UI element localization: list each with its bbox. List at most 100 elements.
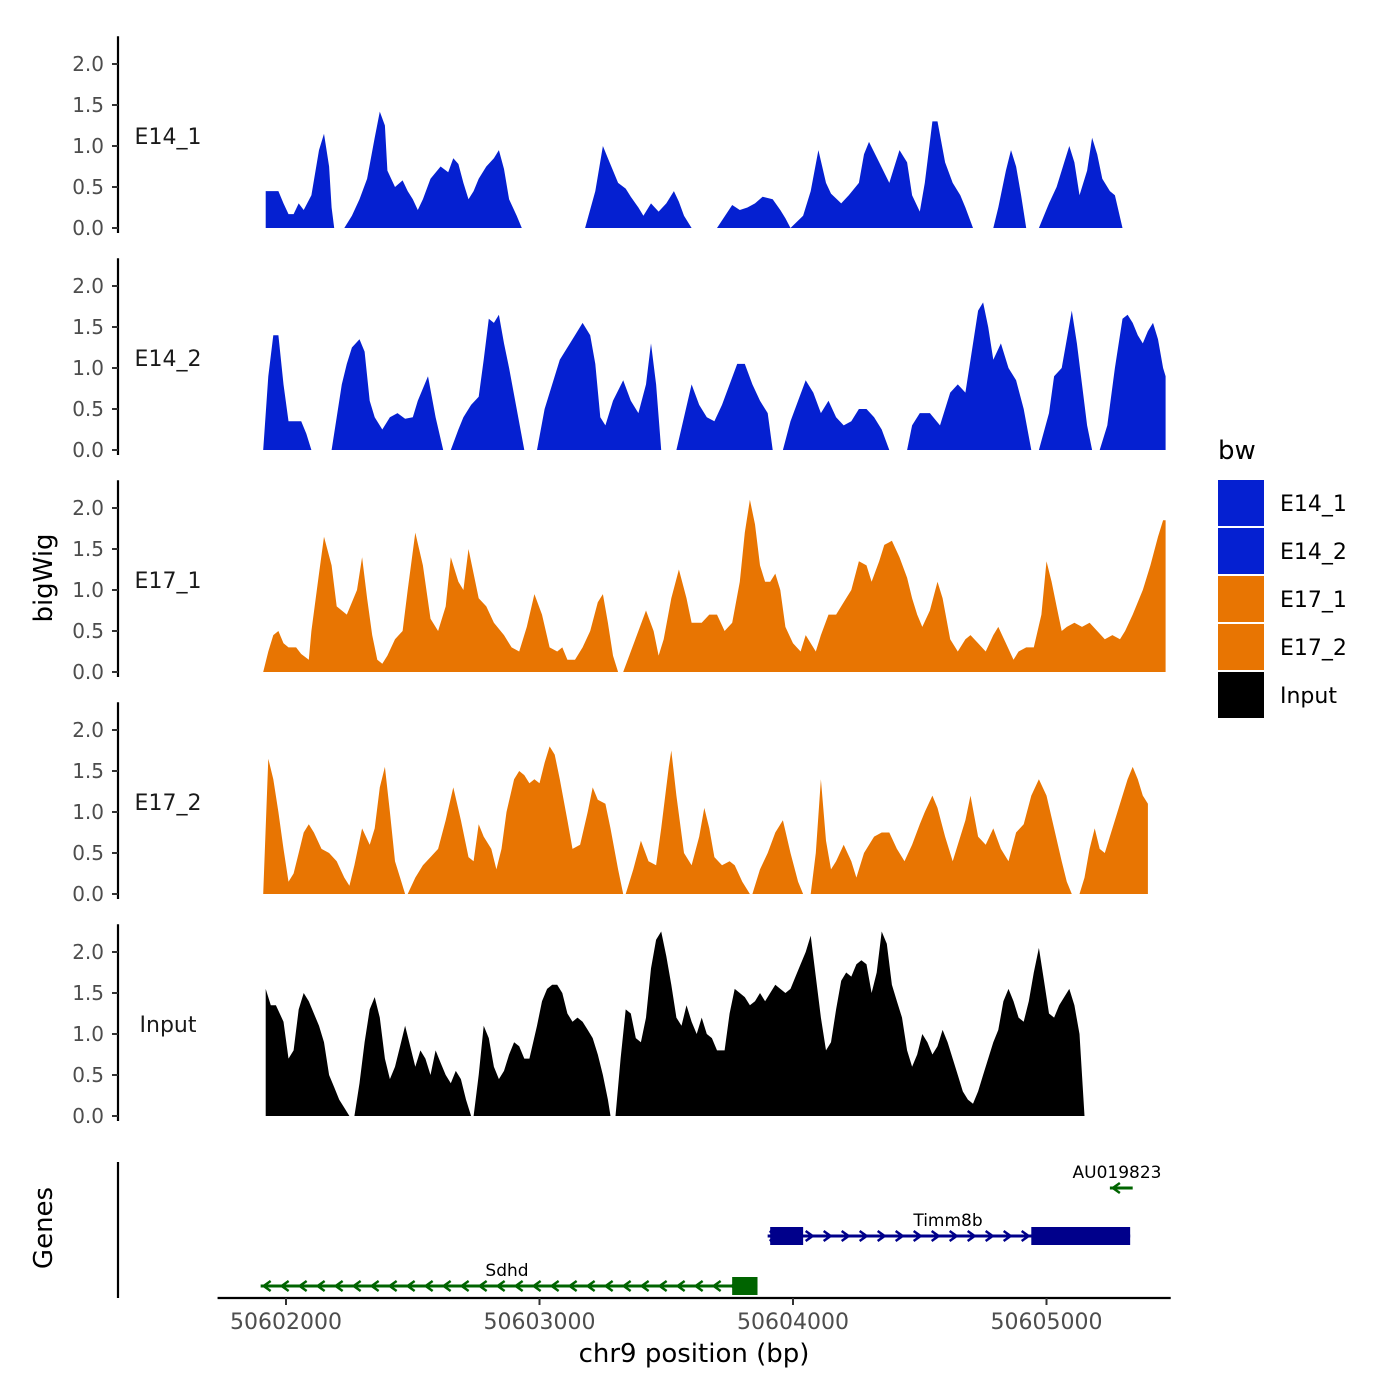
legend-label-E14_2: E14_2 — [1280, 540, 1347, 565]
x-tick-label-0: 50602000 — [230, 1310, 342, 1335]
strand-arrow-Timm8b — [966, 1229, 977, 1243]
strand-arrow-Sdhd — [513, 1279, 524, 1293]
y-tick-label-E17_1-3: 1.5 — [72, 537, 104, 561]
track-Input: 0.0 0.5 1.0 1.5 2.0 Input — [72, 924, 1085, 1128]
y-axis-title: bigWig — [29, 533, 59, 622]
y-tick-label-E14_2-0: 0.0 — [72, 438, 104, 462]
gene-label-Sdhd: Sdhd — [485, 1261, 528, 1281]
strand-arrow-Timm8b — [876, 1229, 887, 1243]
y-tick-label-Input-3: 1.5 — [72, 981, 104, 1005]
exon-Timm8b-0 — [770, 1227, 804, 1245]
y-tick-label-Input-0: 0.0 — [72, 1104, 104, 1128]
y-tick-label-E14_1-4: 2.0 — [72, 52, 104, 76]
y-tick-label-E17_2-1: 0.5 — [72, 841, 104, 865]
x-tick-label-1: 50603000 — [484, 1310, 596, 1335]
track-label-E17_1: E17_1 — [135, 569, 202, 594]
strand-arrow-Timm8b — [984, 1229, 995, 1243]
strand-arrow-Sdhd — [315, 1279, 326, 1293]
strand-arrow-Sdhd — [423, 1279, 434, 1293]
legend-key-E14_2 — [1218, 528, 1264, 574]
y-tick-label-E17_1-0: 0.0 — [72, 660, 104, 684]
y-tick-label-E17_1-1: 0.5 — [72, 619, 104, 643]
strand-arrow-Sdhd — [657, 1279, 668, 1293]
strand-arrow-Timm8b — [948, 1229, 959, 1243]
track-label-E14_1: E14_1 — [135, 125, 202, 150]
y-tick-label-Input-4: 2.0 — [72, 940, 104, 964]
genes-axis-title: Genes — [29, 1187, 59, 1269]
gene-label-Timm8b: Timm8b — [912, 1211, 982, 1231]
y-tick-label-E14_2-3: 1.5 — [72, 315, 104, 339]
legend-label-E17_1: E17_1 — [1280, 588, 1347, 613]
strand-arrow-Sdhd — [351, 1279, 362, 1293]
gene-AU019823: AU019823 — [1073, 1163, 1162, 1195]
strand-arrow-Timm8b — [1020, 1229, 1031, 1243]
exon-Sdhd-0 — [732, 1277, 758, 1295]
strand-arrow-Sdhd — [549, 1279, 560, 1293]
signal-area-E17_2 — [263, 746, 1148, 894]
strand-arrow-Sdhd — [495, 1279, 506, 1293]
exon-Timm8b-1 — [1031, 1227, 1131, 1245]
gene-Timm8b: Timm8b — [767, 1211, 1131, 1245]
strand-arrow-Sdhd — [279, 1279, 290, 1293]
y-tick-label-E14_2-2: 1.0 — [72, 356, 104, 380]
strand-arrow-Sdhd — [675, 1279, 686, 1293]
y-tick-label-E14_2-1: 0.5 — [72, 397, 104, 421]
y-tick-label-E14_1-3: 1.5 — [72, 93, 104, 117]
strand-arrow-Sdhd — [387, 1279, 398, 1293]
track-label-E14_2: E14_2 — [135, 347, 202, 372]
strand-arrow-Sdhd — [405, 1279, 416, 1293]
track-E14_1: 0.0 0.5 1.0 1.5 2.0 E14_1 — [72, 36, 1123, 240]
y-tick-label-E14_1-0: 0.0 — [72, 216, 104, 240]
strand-arrow-Timm8b — [912, 1229, 923, 1243]
strand-arrow-AU019823 — [1110, 1181, 1121, 1195]
legend-label-E17_2: E17_2 — [1280, 636, 1347, 661]
strand-arrow-Sdhd — [369, 1279, 380, 1293]
strand-arrow-Sdhd — [621, 1279, 632, 1293]
strand-arrow-Sdhd — [261, 1279, 272, 1293]
genes-panel: AU019823 Timm8b Sdhd — [116, 1162, 1162, 1298]
signal-area-Input — [265, 931, 1085, 1116]
gene-Sdhd: Sdhd — [260, 1261, 758, 1295]
y-tick-label-E14_1-1: 0.5 — [72, 175, 104, 199]
x-tick-label-2: 50604000 — [737, 1310, 849, 1335]
strand-arrow-Timm8b — [840, 1229, 851, 1243]
strand-arrow-Sdhd — [639, 1279, 650, 1293]
signal-area-E14_1 — [265, 111, 1123, 228]
strand-arrow-Timm8b — [822, 1229, 833, 1243]
y-tick-label-E17_2-0: 0.0 — [72, 882, 104, 906]
gene-label-AU019823: AU019823 — [1073, 1163, 1162, 1183]
track-E14_2: 0.0 0.5 1.0 1.5 2.0 E14_2 — [72, 258, 1166, 462]
track-label-E17_2: E17_2 — [135, 791, 202, 816]
y-tick-label-E17_2-3: 1.5 — [72, 759, 104, 783]
signal-area-E14_2 — [263, 302, 1166, 450]
x-axis-title: chr9 position (bp) — [579, 1339, 810, 1369]
track-E17_1: 0.0 0.5 1.0 1.5 2.0 E17_1 — [72, 480, 1166, 684]
y-tick-label-E17_1-4: 2.0 — [72, 496, 104, 520]
legend-key-E17_2 — [1218, 624, 1264, 670]
strand-arrow-Timm8b — [894, 1229, 905, 1243]
bigwig-tracks: 0.0 0.5 1.0 1.5 2.0 E14_1 0.0 0.5 1.0 1.5 2.0 E14_2… — [72, 36, 1166, 1128]
x-axis: 50602000 50603000 50604000 50605000 — [217, 1296, 1171, 1335]
strand-arrow-Sdhd — [711, 1279, 722, 1293]
strand-arrow-Sdhd — [297, 1279, 308, 1293]
y-tick-label-E17_2-2: 1.0 — [72, 800, 104, 824]
legend-title: bw — [1218, 436, 1256, 466]
legend-label-Input: Input — [1280, 684, 1337, 709]
strand-arrow-Sdhd — [585, 1279, 596, 1293]
strand-arrow-Timm8b — [804, 1229, 815, 1243]
track-label-Input: Input — [140, 1013, 197, 1038]
y-tick-label-E17_1-2: 1.0 — [72, 578, 104, 602]
strand-arrow-Sdhd — [333, 1279, 344, 1293]
strand-arrow-Timm8b — [930, 1229, 941, 1243]
legend-label-E14_1: E14_1 — [1280, 492, 1347, 517]
strand-arrow-Timm8b — [858, 1229, 869, 1243]
x-tick-label-3: 50605000 — [991, 1310, 1103, 1335]
legend-key-Input — [1218, 672, 1264, 718]
y-tick-label-Input-2: 1.0 — [72, 1022, 104, 1046]
signal-area-E17_1 — [263, 499, 1166, 672]
y-tick-label-E14_2-4: 2.0 — [72, 274, 104, 298]
legend-key-E17_1 — [1218, 576, 1264, 622]
y-tick-label-E14_1-2: 1.0 — [72, 134, 104, 158]
strand-arrow-Sdhd — [441, 1279, 452, 1293]
